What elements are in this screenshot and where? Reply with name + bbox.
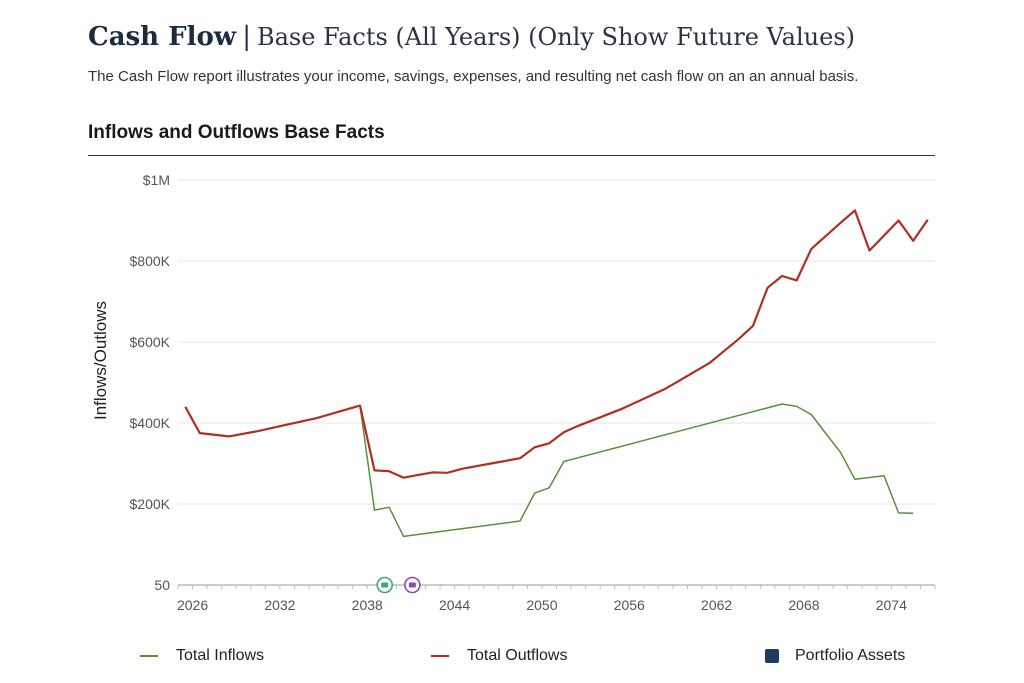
y-axis-label: Inflows/Outlows (91, 301, 110, 420)
x-tick-label: 2068 (788, 597, 819, 613)
total-outflows-line (184, 209, 929, 479)
y-tick-label: 50 (154, 577, 170, 593)
legend-outflows-swatch (431, 655, 449, 657)
legend-portfolio-swatch (765, 649, 779, 663)
x-tick-label: 2050 (526, 597, 557, 613)
report-title-main: Cash Flow (88, 22, 237, 52)
x-tick-label: 2038 (352, 597, 383, 613)
x-tick-label: 2032 (264, 597, 295, 613)
legend-outflows-label: Total Outflows (467, 647, 568, 664)
x-tick-label: 2044 (439, 597, 470, 613)
total-inflows-line (359, 403, 914, 538)
event-marker-glyph (381, 582, 389, 588)
legend-total-outflows[interactable]: Total Outflows (431, 646, 567, 666)
legend-inflows-label: Total Inflows (176, 647, 265, 664)
y-tick-label: $1M (143, 172, 170, 188)
event-marker-glyph (408, 582, 416, 588)
legend-total-inflows[interactable]: Total Inflows (140, 646, 264, 666)
section-divider (88, 155, 935, 156)
x-tick-label: 2026 (177, 597, 208, 613)
legend-portfolio-label: Portfolio Assets (795, 647, 906, 664)
y-tick-label: $400K (130, 415, 171, 431)
section-title: Inflows and Outflows Base Facts (88, 122, 385, 143)
report-description: The Cash Flow report illustrates your in… (88, 68, 859, 85)
y-tick-label: $600K (130, 334, 171, 350)
x-tick-label: 2062 (701, 597, 732, 613)
y-tick-label: $200K (130, 496, 171, 512)
legend-portfolio-assets[interactable]: Portfolio Assets (765, 646, 905, 666)
y-tick-label: $800K (130, 253, 171, 269)
report-subtitle: Base Facts (All Years) (Only Show Future… (256, 23, 855, 51)
title-separator: | (242, 22, 251, 52)
legend-inflows-swatch (140, 655, 158, 657)
x-tick-label: 2074 (876, 597, 907, 613)
x-tick-label: 2056 (614, 597, 645, 613)
report-title: Cash Flow | Base Facts (All Years) (Only S… (88, 22, 855, 52)
